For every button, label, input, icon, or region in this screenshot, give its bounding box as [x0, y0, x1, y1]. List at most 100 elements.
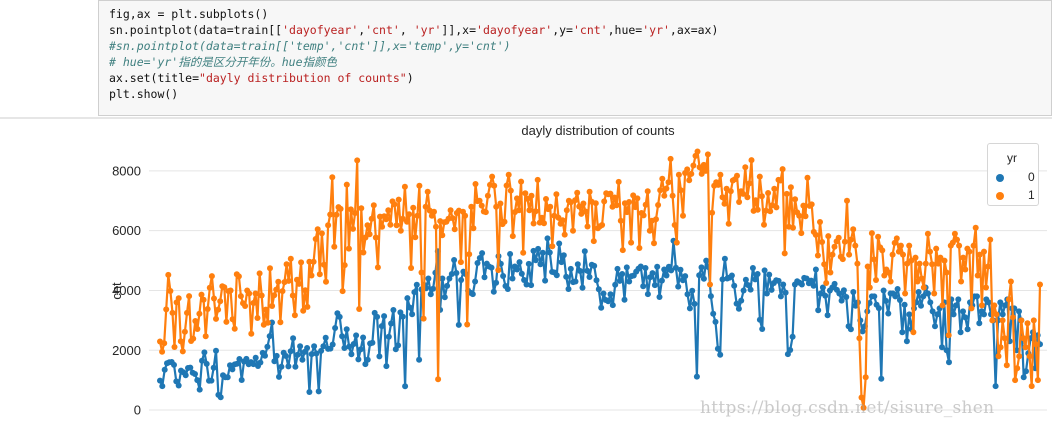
data-point — [775, 277, 782, 284]
data-point — [393, 222, 400, 229]
y-tick-label: 8000 — [112, 163, 141, 178]
data-point — [584, 267, 591, 274]
data-point — [264, 343, 271, 350]
data-point — [395, 196, 402, 203]
data-point — [871, 293, 878, 300]
data-point — [927, 299, 934, 306]
data-point — [916, 260, 923, 267]
data-point — [360, 334, 367, 341]
data-point — [725, 220, 732, 227]
data-point — [868, 230, 875, 237]
data-point — [504, 286, 511, 292]
data-point — [999, 311, 1006, 318]
code-token: 'dayofyear' — [282, 23, 359, 37]
data-point — [848, 236, 855, 243]
data-point — [767, 208, 774, 215]
data-point — [526, 207, 533, 214]
data-point — [838, 297, 845, 304]
data-point — [530, 220, 537, 227]
data-point — [889, 251, 896, 258]
code-token: , — [399, 23, 414, 37]
data-point — [399, 313, 406, 320]
data-point — [223, 318, 230, 325]
data-point — [462, 212, 469, 219]
data-point — [601, 198, 608, 205]
legend-entry-1: 1 — [994, 188, 1038, 204]
data-point — [424, 188, 431, 195]
data-point — [808, 201, 815, 208]
data-point — [756, 173, 763, 180]
data-point — [161, 366, 168, 373]
data-point — [698, 264, 705, 271]
data-point — [291, 312, 298, 319]
data-point — [362, 234, 369, 241]
data-point — [734, 172, 740, 179]
data-point — [439, 275, 446, 282]
data-point — [357, 346, 364, 353]
data-point — [879, 247, 886, 254]
data-point — [514, 266, 521, 273]
data-point — [798, 281, 805, 288]
data-point — [559, 217, 566, 224]
data-point — [163, 306, 170, 313]
data-point — [355, 356, 362, 363]
data-point — [509, 275, 516, 282]
data-point — [615, 178, 622, 185]
data-point — [850, 226, 857, 233]
code-line: #sn.pointplot(data=train[['temp','cnt']]… — [109, 38, 718, 54]
data-point — [321, 261, 327, 268]
data-point — [448, 271, 455, 277]
data-point — [339, 288, 346, 295]
data-point — [505, 171, 512, 178]
data-point — [599, 222, 606, 228]
data-point — [607, 190, 614, 197]
data-point — [719, 276, 726, 283]
data-point — [409, 311, 416, 318]
data-point — [167, 288, 174, 294]
data-point — [279, 288, 286, 295]
data-point — [229, 366, 236, 373]
data-point — [387, 221, 394, 228]
data-point — [613, 202, 620, 209]
data-point — [999, 317, 1006, 324]
data-point — [860, 404, 867, 411]
data-point — [455, 321, 462, 328]
data-point — [819, 239, 826, 245]
data-point — [283, 261, 290, 268]
data-point — [915, 289, 922, 295]
data-point — [200, 296, 207, 303]
data-point — [296, 280, 303, 287]
data-point — [217, 298, 224, 305]
data-point — [800, 202, 807, 209]
data-point — [466, 251, 473, 258]
data-point — [481, 274, 488, 281]
data-point — [974, 293, 980, 300]
data-point — [213, 347, 219, 354]
data-point — [482, 209, 489, 216]
data-point — [787, 347, 794, 353]
data-point — [451, 226, 458, 233]
data-point — [171, 361, 177, 368]
data-point — [316, 271, 323, 278]
data-point — [646, 227, 653, 234]
data-point — [246, 290, 253, 297]
data-point — [663, 272, 670, 279]
data-point — [761, 221, 767, 228]
code-line: ax.set(title="dayly distribution of coun… — [109, 70, 718, 86]
data-point — [308, 351, 315, 358]
data-point — [700, 161, 707, 168]
data-point — [970, 242, 977, 249]
data-point — [194, 326, 201, 332]
data-point — [204, 306, 211, 312]
code-cell[interactable]: fig,ax = plt.subplots() sn.pointplot(data… — [98, 0, 1052, 116]
data-point — [352, 210, 359, 216]
data-point — [418, 269, 425, 276]
data-point — [516, 259, 523, 266]
data-point — [616, 277, 623, 284]
data-point — [885, 310, 892, 317]
data-point — [960, 254, 967, 261]
data-point — [420, 315, 427, 322]
data-point — [771, 185, 778, 192]
data-point — [978, 302, 985, 309]
code-editor[interactable]: fig,ax = plt.subplots() sn.pointplot(data… — [109, 6, 718, 102]
